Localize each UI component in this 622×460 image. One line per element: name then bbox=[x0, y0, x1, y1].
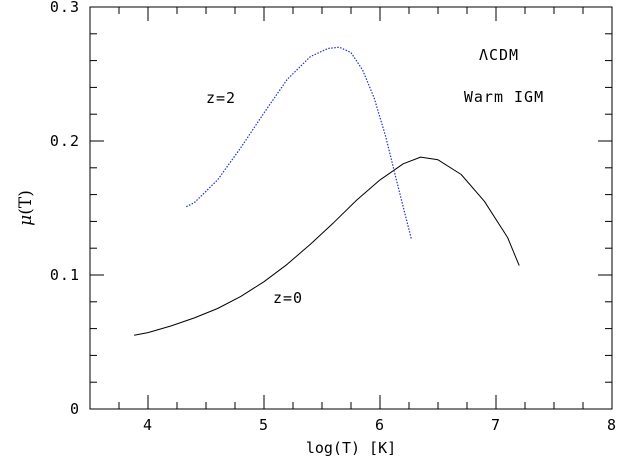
axis-ticks bbox=[89, 6, 613, 410]
y-tick-label: 0.2 bbox=[50, 132, 80, 150]
x-tick-label: 4 bbox=[143, 416, 153, 434]
x-tick-label: 8 bbox=[607, 416, 617, 434]
series-line-z0 bbox=[134, 156, 520, 336]
series-line-z2 bbox=[186, 46, 412, 239]
annotation-z2: z=2 bbox=[206, 89, 236, 107]
y-tick-label: 0.1 bbox=[50, 266, 80, 284]
y-tick-label: 0.3 bbox=[50, 0, 80, 16]
y-axis-title: μ(T) bbox=[16, 190, 36, 226]
annotation-model: ΛCDM bbox=[479, 46, 519, 64]
x-tick-label: 7 bbox=[491, 416, 501, 434]
y-tick-label: 0 bbox=[70, 400, 80, 418]
tick-labels: 4 5 6 7 8 0 0.1 0.2 0.3 bbox=[50, 0, 617, 434]
x-tick-label: 6 bbox=[375, 416, 385, 434]
annotation-scenario: Warm IGM bbox=[464, 88, 544, 106]
annotation-z0: z=0 bbox=[273, 289, 303, 307]
plot-frame bbox=[89, 6, 613, 410]
x-tick-label: 5 bbox=[259, 416, 269, 434]
series-group bbox=[134, 46, 520, 336]
x-axis-title: log(T) [K] bbox=[306, 439, 396, 457]
